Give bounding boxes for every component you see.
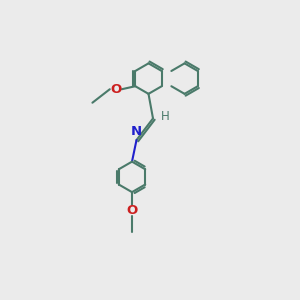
- Text: N: N: [131, 125, 142, 138]
- Text: O: O: [110, 83, 122, 96]
- Text: H: H: [160, 110, 169, 123]
- Text: O: O: [126, 204, 138, 217]
